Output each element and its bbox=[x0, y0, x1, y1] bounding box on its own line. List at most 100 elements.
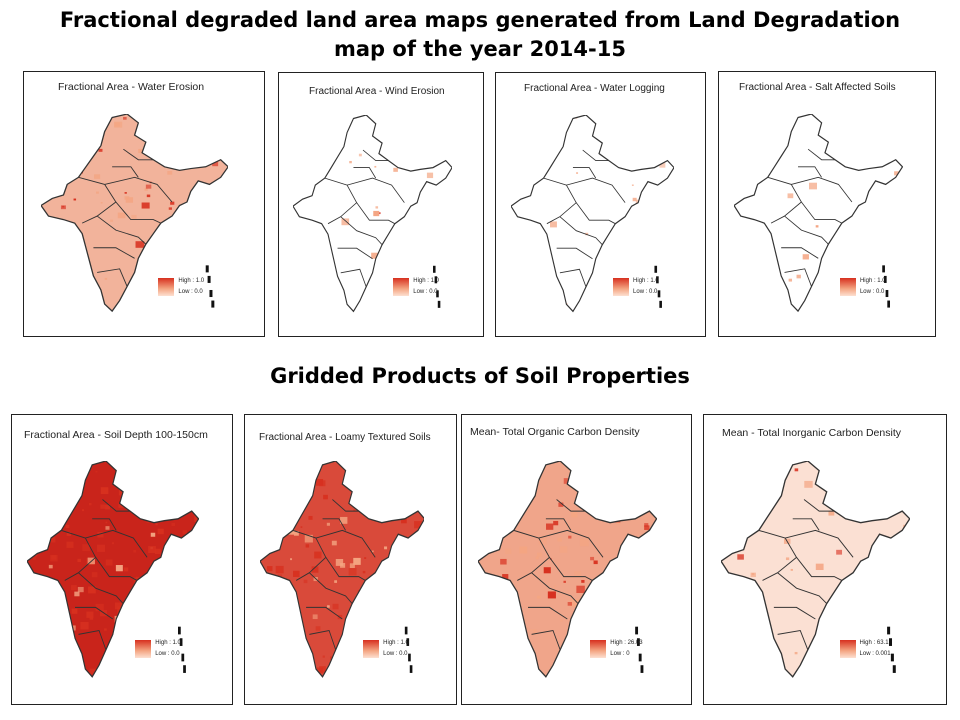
state-boundary bbox=[784, 268, 812, 287]
state-boundary bbox=[292, 530, 327, 582]
panel-title: Fractional Area - Salt Affected Soils bbox=[739, 82, 896, 93]
india-map bbox=[510, 115, 674, 313]
state-boundary bbox=[111, 166, 139, 178]
legend-high-label: High : 26.03 bbox=[610, 640, 643, 647]
india-map bbox=[40, 114, 228, 313]
country-fill bbox=[259, 461, 425, 678]
state-boundary bbox=[96, 268, 128, 287]
panel-title: Fractional Area - Wind Erosion bbox=[309, 86, 445, 97]
section-title: Gridded Products of Soil Properties bbox=[270, 364, 690, 388]
island-mark bbox=[882, 265, 886, 273]
legend-gradient bbox=[613, 278, 630, 297]
country-outline bbox=[27, 461, 199, 679]
state-boundary bbox=[122, 149, 154, 161]
island-mark bbox=[183, 665, 187, 674]
state-boundary bbox=[559, 268, 586, 288]
legend-gradient bbox=[363, 640, 380, 659]
island-mark bbox=[635, 626, 639, 635]
india-map bbox=[734, 114, 903, 313]
legend-low-label: Low : 0.0 bbox=[413, 289, 438, 296]
island-mark bbox=[207, 276, 211, 284]
map-panel-wind-erosion: Fractional Area - Wind Erosion High : 1.… bbox=[278, 72, 484, 337]
island-mark bbox=[434, 276, 438, 284]
legend-low-label: Low : 0.0 bbox=[178, 288, 203, 295]
state-boundary bbox=[575, 202, 616, 225]
legend: High : 1.0 Low : 0.0 bbox=[158, 277, 238, 304]
legend: High : 1.0 Low : 0.0 bbox=[613, 278, 693, 304]
island-mark bbox=[433, 265, 436, 273]
panel-title: Fractional Area - Water Erosion bbox=[58, 81, 205, 93]
state-boundary bbox=[549, 557, 593, 582]
state-boundary bbox=[95, 557, 138, 582]
india-map bbox=[720, 461, 910, 679]
legend: High : 26.03 Low : 0 bbox=[590, 640, 670, 666]
country-outline bbox=[734, 114, 903, 313]
island-mark bbox=[658, 300, 662, 308]
map-panel-salt-affected-soils: Fractional Area - Salt Affected Soils Hi… bbox=[718, 71, 936, 337]
country-outline bbox=[720, 461, 910, 679]
legend: High : 1.0 Low : 0.0 bbox=[839, 277, 920, 304]
state-boundary bbox=[798, 166, 823, 178]
island-mark bbox=[209, 290, 213, 298]
state-boundary bbox=[363, 149, 389, 162]
country-fill bbox=[40, 114, 228, 312]
island-mark bbox=[404, 626, 408, 635]
legend-high-label: High : 1.0 bbox=[155, 640, 181, 647]
state-boundary bbox=[796, 557, 842, 582]
state-boundary bbox=[582, 149, 609, 162]
state-boundary bbox=[803, 499, 835, 512]
state-boundary bbox=[325, 557, 366, 582]
state-boundary bbox=[308, 572, 353, 605]
legend-gradient bbox=[135, 640, 152, 659]
country-outline bbox=[40, 114, 228, 313]
island-mark bbox=[892, 665, 896, 674]
island-mark bbox=[657, 290, 660, 298]
state-boundary bbox=[572, 167, 596, 179]
state-boundary bbox=[75, 607, 114, 620]
legend-gradient bbox=[839, 640, 856, 659]
island-mark bbox=[640, 665, 644, 674]
island-mark bbox=[887, 300, 891, 308]
state-boundary bbox=[78, 572, 124, 605]
state-boundary bbox=[309, 630, 336, 651]
state-boundary bbox=[93, 247, 135, 259]
legend: High : 63.1 Low : 0.001 bbox=[839, 640, 920, 666]
state-boundary bbox=[565, 177, 626, 204]
state-boundary bbox=[513, 530, 551, 582]
country-fill bbox=[293, 115, 453, 312]
legend-high-label: High : 1.0 bbox=[859, 277, 886, 284]
panel-title: Mean- Total Organic Carbon Density bbox=[470, 426, 640, 438]
state-boundary bbox=[356, 202, 396, 225]
panel-title: Fractional Area - Soil Depth 100-150cm bbox=[24, 429, 208, 441]
state-boundary bbox=[347, 177, 405, 204]
island-mark bbox=[407, 653, 411, 662]
map-panel-soil-depth: Fractional Area - Soil Depth 100-150cm H… bbox=[11, 414, 233, 705]
legend-high-label: High : 63.1 bbox=[859, 640, 889, 647]
island-mark bbox=[887, 626, 891, 635]
state-boundary bbox=[545, 518, 572, 531]
legend-high-label: High : 1.0 bbox=[383, 640, 409, 647]
legend-gradient bbox=[590, 640, 607, 659]
state-boundary bbox=[324, 177, 358, 225]
island-mark bbox=[181, 653, 185, 662]
legend: High : 1.0 Low : 0.0 bbox=[135, 640, 215, 666]
state-boundary bbox=[92, 518, 117, 531]
country-outline bbox=[510, 115, 674, 313]
legend-low-label: Low : 0 bbox=[610, 651, 630, 658]
state-boundary bbox=[305, 607, 343, 620]
state-boundary bbox=[353, 167, 377, 179]
state-boundary bbox=[784, 215, 829, 245]
legend-low-label: Low : 0.0 bbox=[859, 288, 885, 295]
state-boundary bbox=[559, 216, 603, 246]
state-boundary bbox=[543, 177, 577, 225]
island-mark bbox=[890, 653, 894, 662]
panel-title: Fractional Area - Loamy Textured Soils bbox=[259, 432, 431, 443]
island-mark bbox=[406, 638, 409, 647]
state-boundary bbox=[531, 572, 579, 605]
india-map bbox=[27, 461, 199, 679]
legend-gradient bbox=[158, 277, 175, 296]
state-boundary bbox=[322, 518, 346, 531]
legend-low-label: Low : 0.0 bbox=[383, 651, 408, 658]
legend-low-label: Low : 0.001 bbox=[859, 651, 891, 658]
state-boundary bbox=[781, 247, 819, 259]
